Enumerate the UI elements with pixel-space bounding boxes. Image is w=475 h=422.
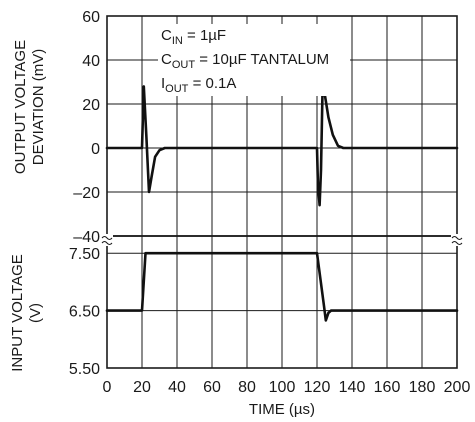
x-axis-title: TIME (µs) [249, 401, 315, 418]
annotation-cin-base: C [161, 27, 172, 44]
y-tick-label: –40 [73, 229, 100, 246]
annotation-iout-sub: OUT [165, 83, 189, 95]
y-tick-label: 40 [82, 53, 100, 70]
x-tick-label: 0 [103, 379, 112, 396]
y-tick-label: 6.50 [69, 304, 100, 321]
annotation-iout-base: I [161, 75, 165, 92]
annotation-cout-base: C [161, 51, 172, 68]
x-tick-label: 40 [168, 379, 186, 396]
x-tick-label: 160 [374, 379, 401, 396]
axis-break-mark [451, 236, 463, 240]
bottom-ylabel-line-2: (V) [27, 303, 44, 323]
bottom-trace [105, 251, 459, 322]
annotation-cout-sub: OUT [172, 59, 196, 71]
annotation-cout: COUT = 10µF TANTALUM [161, 51, 329, 71]
axis-break-mark [451, 241, 463, 245]
x-tick-label: 80 [238, 379, 256, 396]
y-tick-label: 7.50 [69, 246, 100, 263]
x-tick-label: 140 [339, 379, 366, 396]
annotation-iout: IOUT = 0.1A [161, 75, 236, 95]
axis-break-mark [101, 241, 113, 245]
x-tick-label: 120 [304, 379, 331, 396]
y-tick-label: –20 [73, 185, 100, 202]
tick-labels: 0 20 40 60 80 100 120 140 160 180 2006040200–20–40… [69, 9, 471, 396]
x-tick-label: 100 [269, 379, 296, 396]
annotation-cin: CIN = 1µF [161, 27, 226, 47]
top-ylabel-line-2: DEVIATION (mV) [30, 49, 47, 165]
x-tick-label: 20 [133, 379, 151, 396]
annotation-background [158, 24, 350, 96]
traces [105, 85, 459, 322]
axis-break-mark [101, 236, 113, 240]
top-ylabel-line-1: OUTPUT VOLTAGE [12, 40, 29, 174]
annotation-cout-rest: = 10µF TANTALUM [195, 51, 329, 68]
axis-breaks [101, 234, 463, 246]
y-tick-label: 20 [82, 97, 100, 114]
annotation-iout-rest: = 0.1A [188, 75, 236, 92]
y-tick-label: 60 [82, 9, 100, 26]
bottom-ylabel-line-1: INPUT VOLTAGE [9, 254, 26, 372]
x-tick-label: 60 [203, 379, 221, 396]
y-tick-label: 0 [91, 141, 100, 158]
x-tick-label: 180 [409, 379, 436, 396]
y-tick-label: 5.50 [69, 361, 100, 378]
x-tick-label: 200 [444, 379, 471, 396]
top-trace [105, 85, 459, 207]
annotation-cin-sub: IN [172, 35, 183, 47]
annotation-cin-rest: = 1µF [183, 27, 226, 44]
